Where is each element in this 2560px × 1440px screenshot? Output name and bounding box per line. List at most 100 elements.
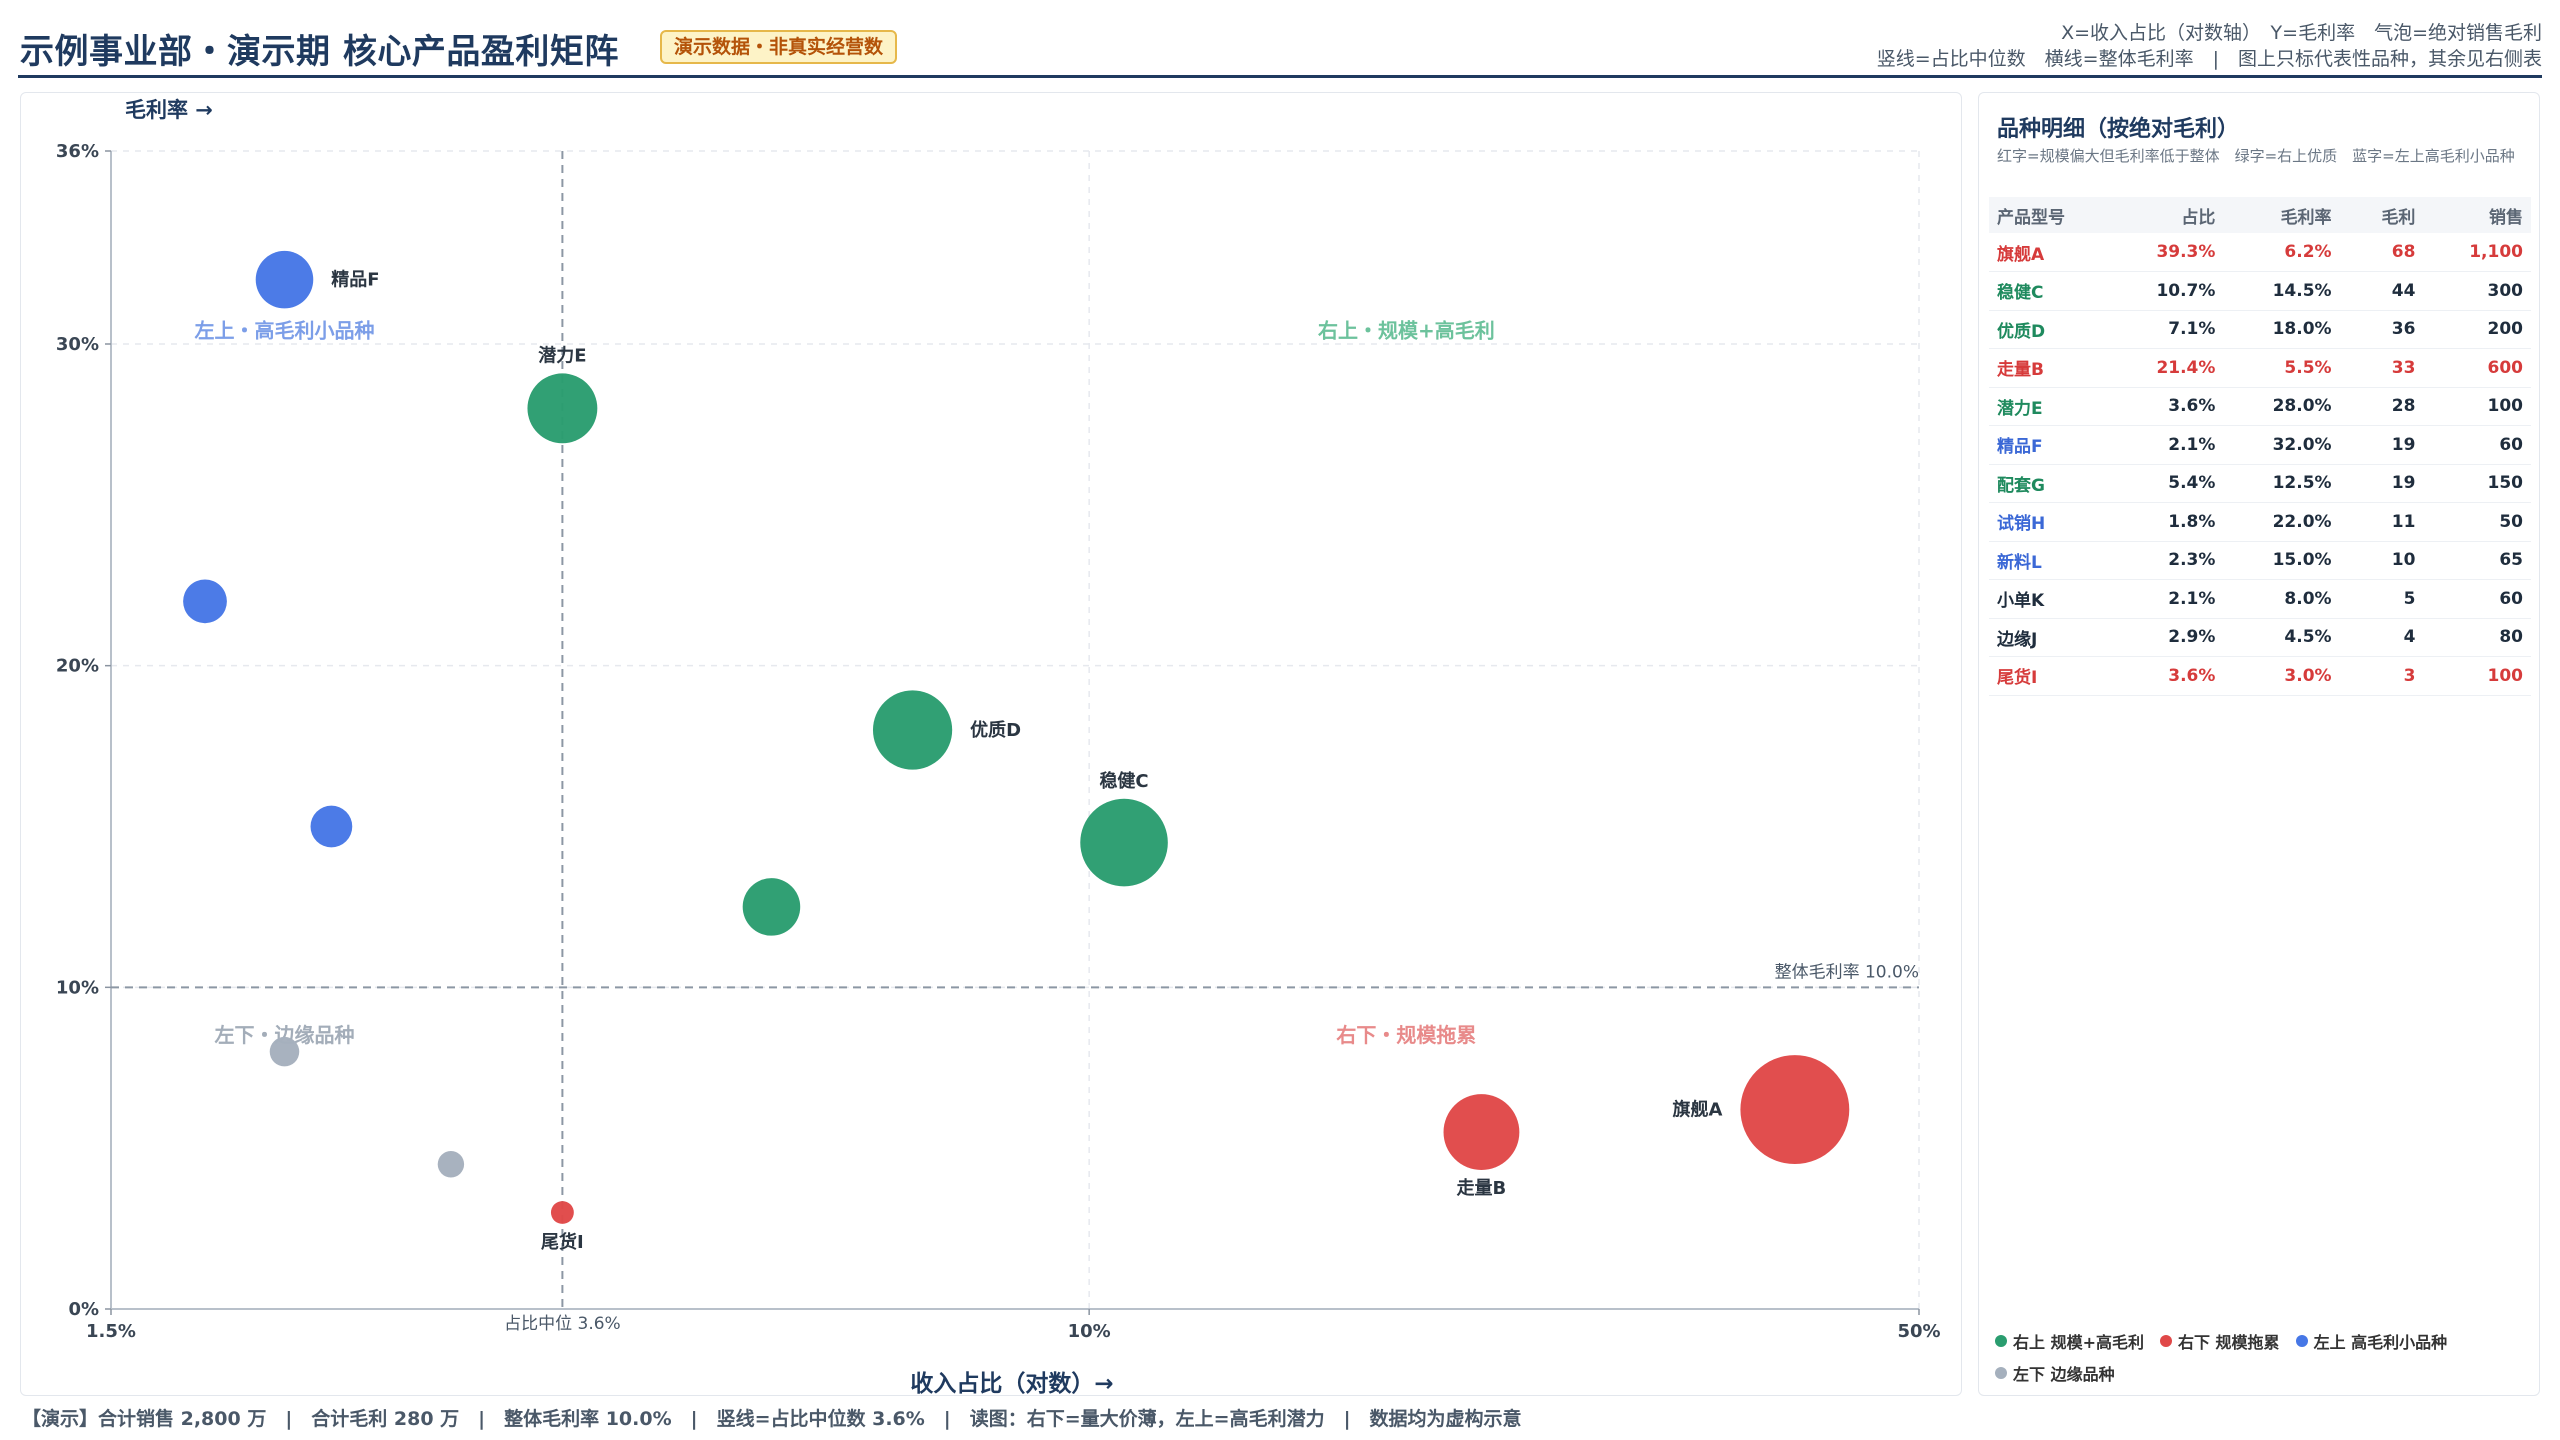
cell-margin: 8.0% [2223, 579, 2340, 619]
bubble-10 [269, 1036, 300, 1067]
bubble-label: 精品F [331, 269, 379, 291]
cell-share: 7.1% [2105, 310, 2224, 349]
cell-product: 试销H [1989, 502, 2106, 542]
legend-dot-icon [2159, 1335, 2172, 1347]
cell-share: 5.4% [2105, 464, 2224, 503]
legend-label: 左下 边缘品种 [2013, 1365, 2115, 1384]
y-tick-label: 20% [56, 656, 99, 677]
legend-dot-icon [2295, 1335, 2308, 1347]
legend-label: 左上 高毛利小品种 [2313, 1333, 2448, 1352]
cell-sales: 200 [2423, 310, 2531, 349]
x-tick-label: 10% [1068, 1321, 1111, 1342]
cell-profit: 4 [2339, 618, 2424, 657]
legend-label: 右下 规模拖累 [2177, 1333, 2280, 1352]
column-header-product: 产品型号 [1989, 197, 2106, 233]
bubble-label: 走量B [1457, 1177, 1507, 1199]
table-row: 潜力E 3.6% 28.0% 28 100 [1989, 387, 2531, 426]
bubble-11 [437, 1151, 465, 1178]
bubble-7 [742, 878, 801, 936]
cell-share: 3.6% [2105, 656, 2224, 696]
table-row: 稳健C 10.7% 14.5% 44 300 [1989, 271, 2531, 311]
cell-profit: 28 [2339, 387, 2424, 426]
cell-sales: 50 [2423, 502, 2531, 542]
legend-item: 右上 规模+高毛利 [1995, 1325, 2144, 1357]
cell-share: 2.1% [2105, 579, 2224, 619]
legend-item: 左上 高毛利小品种 [2295, 1325, 2448, 1357]
column-header-margin: 毛利率 [2223, 197, 2340, 233]
cell-share: 2.3% [2105, 541, 2224, 580]
quadrant-legend: 右上 规模+高毛利 右下 规模拖累 左上 高毛利小品种左下 边缘品种 [1995, 1325, 2525, 1389]
column-header-sales: 销售 [2423, 197, 2531, 233]
product-detail-table: 产品型号 占比 毛利率 毛利 销售 旗舰A 39.3% 6.2% 68 1,100 稳健C… [1989, 197, 2531, 696]
bubble-6 [255, 250, 314, 309]
encoding-legend-line-1: X=收入占比（对数轴） Y=毛利率 气泡=绝对销售毛利 [2061, 22, 2542, 44]
cell-margin: 6.2% [2223, 233, 2340, 272]
legend-dot-icon [1995, 1367, 2007, 1379]
table-title: 品种明细（按绝对毛利） [1997, 117, 2240, 142]
bubble-label: 稳健C [1099, 770, 1148, 792]
y-tick-label: 0% [68, 1299, 99, 1320]
y-tick-label: 36% [56, 141, 99, 162]
cell-profit: 36 [2339, 310, 2424, 349]
cell-profit: 19 [2339, 425, 2424, 465]
cell-product: 潜力E [1989, 387, 2106, 426]
page-header: 示例事业部・演示期 核心产品盈利矩阵 演示数据・非真实经营数 X=收入占比（对数… [18, 14, 2542, 78]
legend-item: 右下 规模拖累 [2159, 1325, 2280, 1357]
page-title: 示例事业部・演示期 核心产品盈利矩阵 [20, 32, 619, 72]
footer-summary: 【演示】合计销售 2,800 万 | 合计毛利 280 万 | 整体毛利率 10… [22, 1408, 1522, 1430]
table-row: 优质D 7.1% 18.0% 36 200 [1989, 310, 2531, 349]
table-row: 精品F 2.1% 32.0% 19 60 [1989, 425, 2531, 465]
cell-margin: 15.0% [2223, 541, 2340, 580]
table-row: 走量B 21.4% 5.5% 33 600 [1989, 348, 2531, 388]
cell-sales: 1,100 [2423, 233, 2531, 272]
bubble-5 [527, 373, 598, 444]
median-share-label: 占比中位 3.6% [504, 1314, 621, 1334]
cell-product: 稳健C [1989, 271, 2106, 311]
y-axis-label: 毛利率 → [125, 98, 213, 122]
cell-sales: 65 [2423, 541, 2531, 580]
bubble-2 [1080, 798, 1168, 887]
bubble-label: 旗舰A [1672, 1099, 1722, 1121]
cell-product: 配套G [1989, 464, 2106, 503]
cell-product: 旗舰A [1989, 233, 2106, 272]
bubble-12 [550, 1201, 574, 1224]
cell-share: 21.4% [2105, 348, 2224, 388]
encoding-legend-line-2: 竖线=占比中位数 横线=整体毛利率 | 图上只标代表性品种，其余见右侧表 [1876, 48, 2542, 70]
cell-product: 边缘J [1989, 618, 2106, 657]
cell-product: 小单K [1989, 579, 2106, 619]
cell-sales: 600 [2423, 348, 2531, 388]
cell-profit: 44 [2339, 271, 2424, 311]
cell-product: 精品F [1989, 425, 2106, 465]
cell-sales: 60 [2423, 579, 2531, 619]
bubble-1 [1740, 1055, 1850, 1164]
cell-share: 1.8% [2105, 502, 2224, 542]
cell-margin: 32.0% [2223, 425, 2340, 465]
bubble-8 [183, 579, 227, 624]
y-tick-label: 30% [56, 334, 99, 355]
cell-profit: 10 [2339, 541, 2424, 580]
cell-product: 新料L [1989, 541, 2106, 580]
cell-profit: 3 [2339, 656, 2424, 696]
bubble-label: 尾货I [541, 1231, 584, 1253]
quadrant-label: 左上・高毛利小品种 [194, 319, 374, 343]
cell-product: 优质D [1989, 310, 2106, 349]
bubble-chart-panel: 0% 10% 20% 30% 36% 1.5% 10% 50% 毛利率 → 收入占比（对数）→ 占比… [20, 92, 1962, 1397]
cell-margin: 28.0% [2223, 387, 2340, 426]
quadrant-label: 右下・规模拖累 [1336, 1023, 1476, 1047]
legend-dot-icon [1995, 1335, 2007, 1347]
cell-share: 10.7% [2105, 271, 2224, 311]
table-row: 尾货I 3.6% 3.0% 3 100 [1989, 656, 2531, 696]
quadrant-label: 左下・边缘品种 [214, 1023, 354, 1047]
cell-sales: 60 [2423, 425, 2531, 465]
table-row: 新料L 2.3% 15.0% 10 65 [1989, 541, 2531, 580]
cell-product: 尾货I [1989, 656, 2106, 696]
bubble-4 [1443, 1094, 1520, 1170]
cell-sales: 100 [2423, 656, 2531, 696]
column-header-profit: 毛利 [2339, 197, 2424, 233]
cell-margin: 4.5% [2223, 618, 2340, 657]
cell-profit: 19 [2339, 464, 2424, 503]
x-axis-label: 收入占比（对数）→ [910, 1370, 1113, 1397]
cell-share: 2.9% [2105, 618, 2224, 657]
legend-item: 左下 边缘品种 [1995, 1357, 2115, 1389]
legend-label: 右上 规模+高毛利 [2013, 1333, 2144, 1352]
